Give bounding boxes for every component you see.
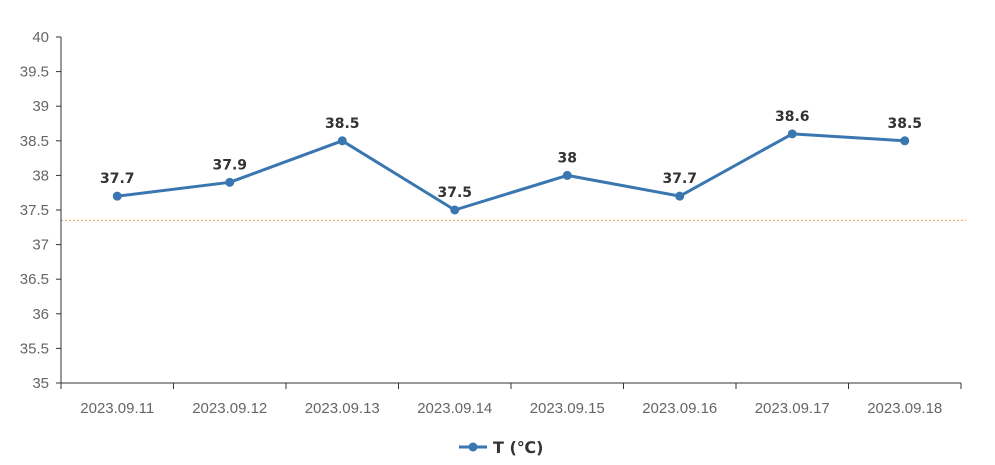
data-point[interactable]: [112, 191, 122, 201]
data-point[interactable]: [787, 129, 797, 139]
x-tick-label: 2023.09.17: [755, 400, 830, 417]
y-tick-label: 39.5: [20, 64, 49, 81]
y-tick-label: 35: [32, 375, 49, 392]
data-point[interactable]: [225, 177, 235, 187]
x-tick-label: 2023.09.15: [530, 400, 605, 417]
data-point[interactable]: [337, 136, 347, 146]
data-label: 37.9: [212, 157, 247, 173]
x-tick-label: 2023.09.16: [642, 400, 717, 417]
data-point[interactable]: [900, 136, 910, 146]
y-tick-label: 38.5: [20, 133, 49, 150]
y-tick-label: 38: [32, 167, 49, 184]
data-point[interactable]: [450, 205, 460, 215]
data-label: 38: [558, 150, 577, 166]
data-point[interactable]: [562, 170, 572, 180]
y-tick-label: 37.5: [20, 202, 49, 219]
data-label: 38.5: [887, 116, 922, 132]
x-tick-label: 2023.09.14: [417, 400, 492, 417]
y-tick-label: 40: [32, 29, 49, 46]
x-tick-label: 2023.09.18: [867, 400, 942, 417]
data-label: 37.7: [100, 171, 135, 187]
legend-marker: [468, 442, 478, 452]
y-tick-label: 36: [32, 306, 49, 323]
x-tick-label: 2023.09.11: [80, 400, 154, 417]
y-tick-label: 37: [32, 237, 49, 254]
data-label: 38.5: [325, 116, 360, 132]
x-tick-label: 2023.09.12: [192, 400, 267, 417]
series-line: [115, 132, 907, 212]
data-label: 38.6: [775, 109, 810, 125]
y-tick-label: 39: [32, 98, 49, 115]
data-point[interactable]: [675, 191, 685, 201]
data-label: 37.5: [437, 185, 472, 201]
y-tick-label: 35.5: [20, 340, 49, 357]
legend-label[interactable]: T (℃): [493, 438, 543, 457]
y-tick-label: 36.5: [20, 271, 49, 288]
data-label: 37.7: [662, 171, 697, 187]
x-tick-label: 2023.09.13: [305, 400, 380, 417]
